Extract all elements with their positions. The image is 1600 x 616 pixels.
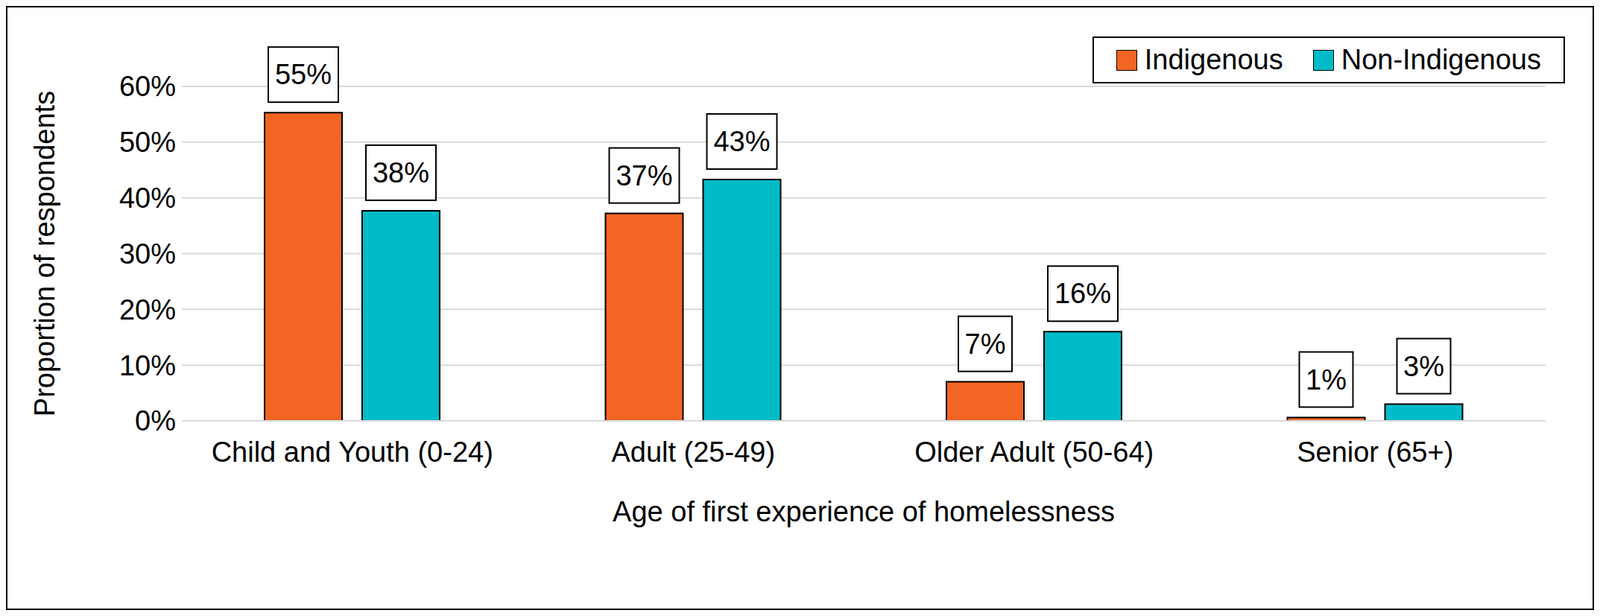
svg-text:Proportion of respondents: Proportion of respondents	[29, 90, 61, 417]
svg-text:Older Adult (50-64): Older Adult (50-64)	[914, 436, 1154, 469]
svg-text:50%: 50%	[119, 126, 176, 158]
svg-text:30%: 30%	[119, 238, 176, 270]
svg-text:60%: 60%	[119, 70, 176, 103]
svg-text:Child and Youth (0-24): Child and Youth (0-24)	[211, 436, 494, 469]
svg-text:7%: 7%	[965, 328, 1007, 360]
svg-text:0%: 0%	[134, 405, 176, 437]
svg-text:3%: 3%	[1403, 351, 1445, 383]
html-text:Indigenous: Indigenous	[1144, 43, 1284, 76]
svg-text:Senior (65+): Senior (65+)	[1296, 436, 1454, 469]
svg-text:55%: 55%	[274, 58, 332, 91]
svg-text:Adult (25-49): Adult (25-49)	[611, 436, 776, 469]
svg-text:40%: 40%	[119, 182, 176, 214]
svg-text:38%: 38%	[372, 157, 430, 189]
svg-text:20%: 20%	[119, 294, 176, 326]
svg-text:Age of first experience of hom: Age of first experience of homelessness	[612, 496, 1115, 528]
svg-text:43%: 43%	[713, 125, 770, 158]
svg-text:37%: 37%	[615, 160, 673, 192]
svg-text:10%: 10%	[119, 350, 176, 382]
svg-text:16%: 16%	[1054, 277, 1112, 310]
svg-text:1%: 1%	[1305, 364, 1347, 396]
html-text:Non-Indigenous: Non-Indigenous	[1341, 43, 1542, 76]
